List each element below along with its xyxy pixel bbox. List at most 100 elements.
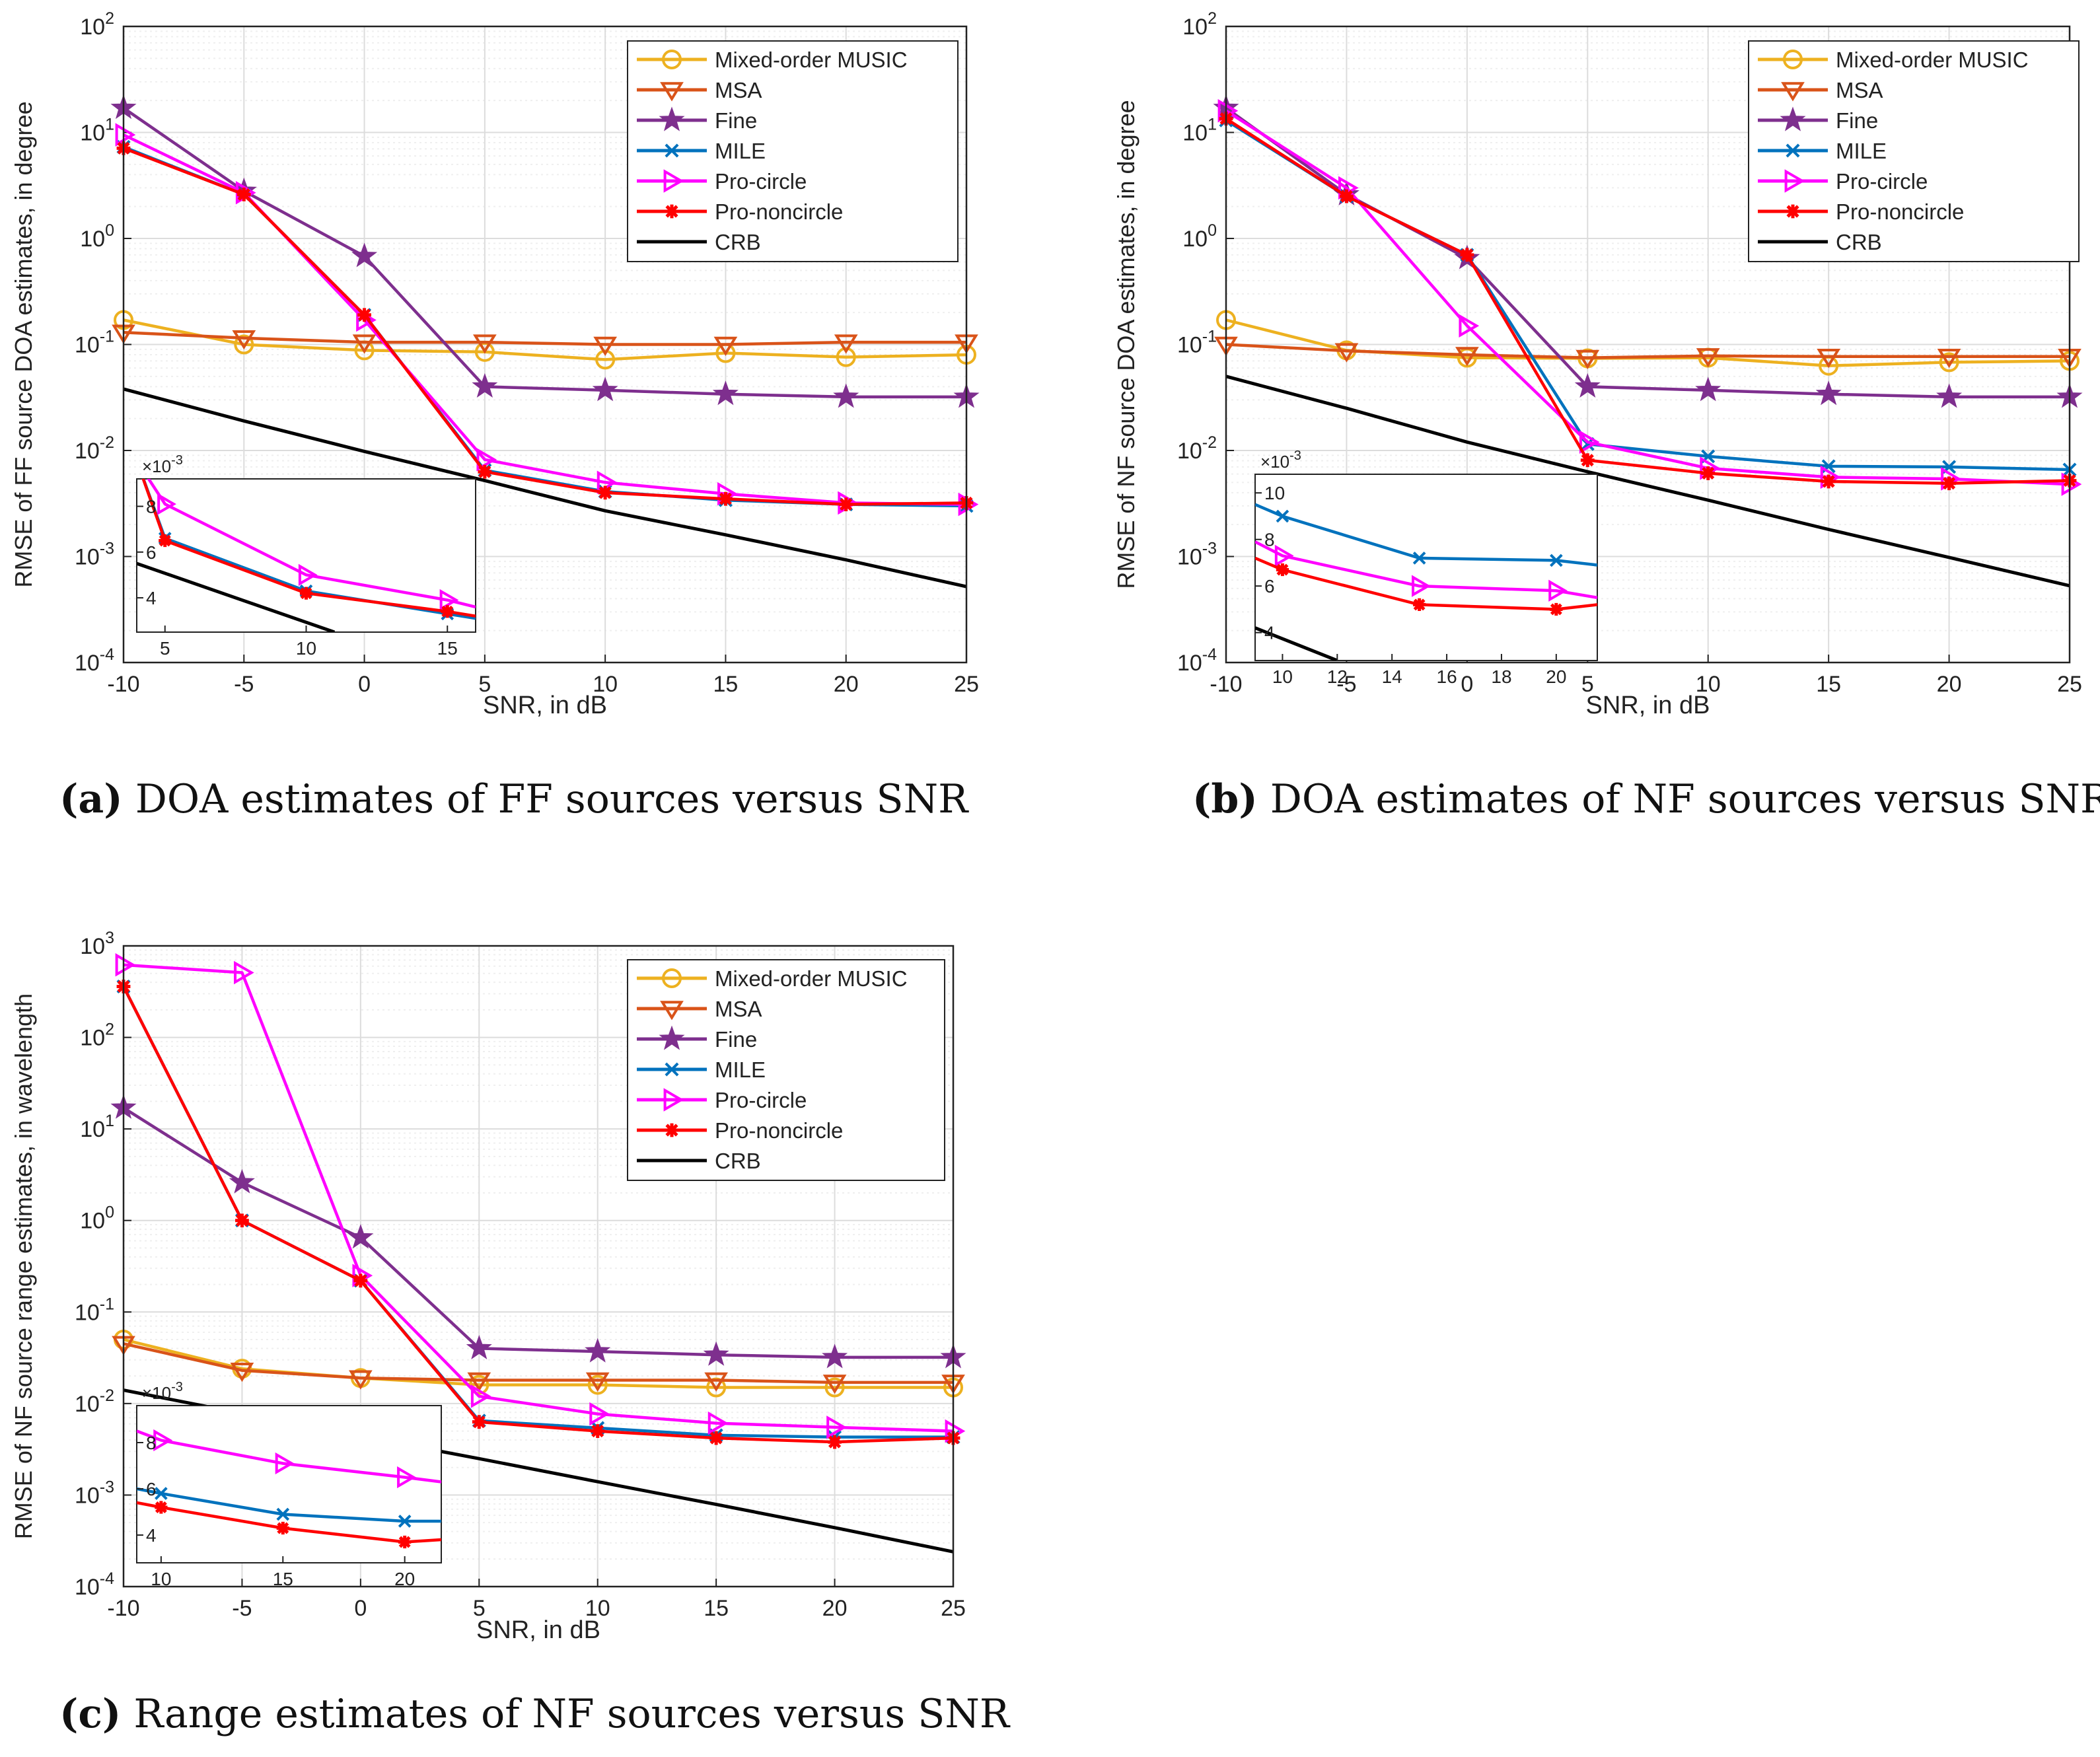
inset-point-mile (398, 1515, 412, 1528)
inset-c: 10 15 20 4 6 8 ×10-3 (136, 1380, 442, 1589)
data-point-msa (713, 336, 738, 356)
inset-point-procircle (1548, 579, 1568, 602)
caption-a: (a) DOA estimates of FF sources versus S… (59, 776, 968, 822)
data-point-pronon (357, 308, 371, 322)
legend-label-fine: Fine (1836, 108, 1878, 133)
data-point-pronon (1340, 189, 1354, 203)
inset-x-tick-label: 20 (1546, 666, 1566, 687)
inset-point-procircle (275, 1452, 295, 1475)
inset-point-pronon (155, 1501, 168, 1514)
series-crb (123, 387, 967, 589)
caption-c-text: Range estimates of NF sources versus SNR (121, 1691, 1010, 1737)
series-line-crb (1225, 375, 2070, 588)
inset-y-tick-label: 8 (1264, 530, 1275, 550)
x-tick-label: 15 (1816, 672, 1841, 697)
series-line-msa (123, 1342, 953, 1384)
legend-label-pronon: Pro-noncircle (1836, 199, 1964, 224)
inset-a: 5 10 15 4 6 8 ×10-3 (136, 453, 476, 659)
inset-frame (136, 1405, 442, 1563)
data-point-procircle (826, 1416, 847, 1439)
inset-point-pronon (398, 1535, 412, 1549)
data-point-pronon (1580, 453, 1595, 468)
inset-x-tick-label: 15 (437, 638, 458, 659)
x-tick-label: 0 (1461, 672, 1473, 697)
legend-label-pronon: Pro-noncircle (715, 1118, 843, 1143)
axes-frame (122, 945, 955, 1588)
series-line-procircle (1225, 109, 2070, 486)
inset-point-procircle (397, 1466, 416, 1489)
inset-line-crb (1255, 626, 1338, 661)
data-point-msa (822, 1375, 847, 1394)
data-point-pronon (591, 1424, 605, 1438)
inset-y-tick-label: 4 (1264, 623, 1275, 643)
y-axis-label: RMSE of NF source range estimates, in wa… (10, 993, 37, 1539)
inset-point-pronon (299, 587, 313, 600)
legend-marker-mixed (662, 50, 682, 69)
data-point-pronon (472, 1415, 486, 1429)
inset-point-pronon (1413, 598, 1426, 611)
legend-label-mile: MILE (715, 1058, 766, 1082)
y-tick-label: 100 (1182, 221, 1217, 252)
data-point-msa (1937, 348, 1961, 369)
legend-marker-procircle (663, 169, 684, 193)
inset-y-tick-label: 4 (146, 588, 157, 608)
inset-line-crb (137, 561, 336, 632)
inset-point-mile (1550, 554, 1563, 567)
series-crb (1225, 375, 2070, 588)
inset-point-mile (155, 1487, 168, 1500)
data-point-msa (1334, 343, 1359, 363)
inset-y-tick-label: 6 (1264, 576, 1275, 596)
chart-a: 10-4 10-3 10-2 10-1 100 101 102 -10 -5 0 5 10 15 20 25… (10, 9, 980, 719)
axes-frame (122, 25, 968, 664)
data-point-procircle (1459, 314, 1480, 338)
x-axis-label: SNR, in dB (483, 692, 607, 719)
inset-point-procircle (298, 563, 318, 587)
legend-label-mile: MILE (1836, 139, 1887, 163)
series-line-msa (1225, 343, 2070, 359)
caption-b-label: (b) (1192, 776, 1258, 822)
legend-marker-fine (659, 1025, 685, 1050)
x-axis-label: SNR, in dB (476, 1616, 600, 1644)
y-tick-label: 100 (80, 1203, 114, 1234)
data-point-pronon (353, 1273, 368, 1288)
series-line-pronon (123, 147, 967, 506)
data-point-pronon (598, 485, 612, 500)
inset-point-procircle (1274, 544, 1294, 567)
legend-marker-mixed (1783, 50, 1803, 69)
data-point-pronon (478, 464, 492, 479)
y-tick-label: 10-2 (75, 433, 114, 464)
legend-label-procircle: Pro-circle (715, 169, 807, 194)
data-point-msa (704, 1372, 729, 1392)
legend-label-pronon: Pro-noncircle (715, 199, 843, 224)
inset-x-tick-label: 12 (1327, 666, 1348, 687)
data-point-msa (230, 1362, 254, 1382)
y-tick-label: 10-4 (75, 1569, 114, 1600)
data-point-procircle (115, 952, 136, 977)
inset-frame (1254, 474, 1598, 661)
y-tick-label: 102 (1182, 9, 1217, 40)
legend-label-msa: MSA (1836, 78, 1883, 102)
y-axis-label: RMSE of NF source DOA estimates, in degr… (1112, 100, 1140, 589)
x-tick-label: 5 (473, 1596, 486, 1621)
data-point-procircle (476, 448, 497, 472)
legend-marker-mixed (662, 968, 682, 988)
legend-marker-mile (665, 143, 679, 158)
x-tick-label: 10 (593, 672, 618, 697)
y-tick-label: 10-3 (1177, 540, 1217, 570)
legend-label-procircle: Pro-circle (715, 1088, 807, 1112)
series-line-procircle (123, 963, 954, 1433)
inset-x-tick-label: 5 (160, 638, 170, 659)
chart-c: 10-4 10-3 10-2 10-1 100 101 102 103 -10 -5 0 5 10 15 2… (10, 929, 966, 1644)
legend-label-crb: CRB (1836, 230, 1882, 254)
caption-a-label: (a) (59, 776, 123, 822)
inset-x-tick-label: 18 (1491, 666, 1511, 687)
y-tick-label: 10-4 (75, 645, 114, 676)
y-tick-label: 10-3 (75, 540, 114, 570)
y-tick-label: 10-2 (75, 1386, 114, 1417)
data-point-msa (352, 334, 377, 354)
inset-point-mile (276, 1507, 290, 1521)
inset-point-pronon (1276, 563, 1289, 577)
data-point-procircle (589, 1402, 610, 1426)
data-point-msa (232, 330, 256, 350)
legend-label-crb: CRB (715, 1149, 761, 1173)
